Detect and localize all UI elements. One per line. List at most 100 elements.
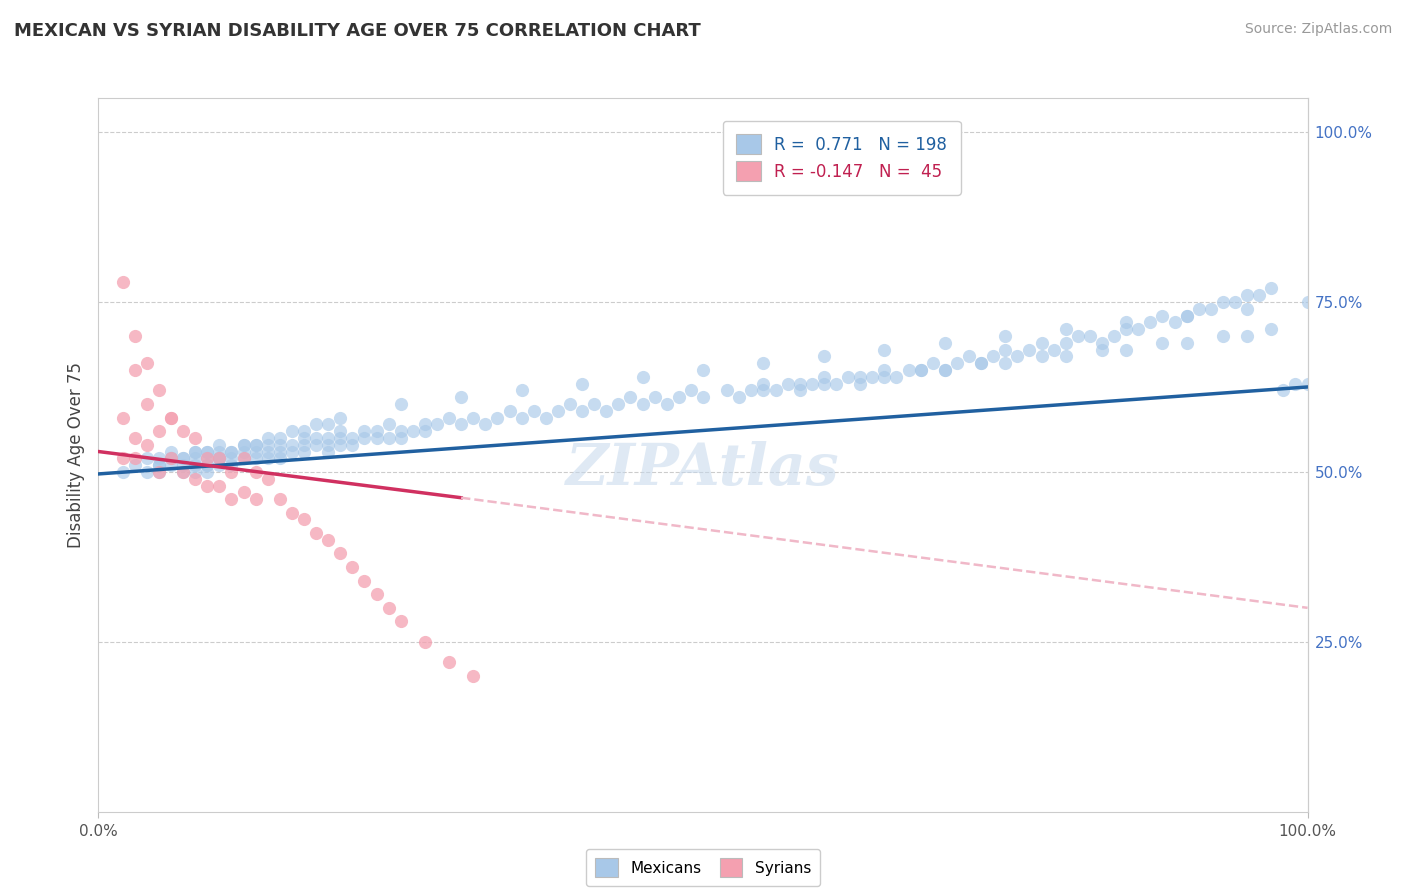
Point (934, 363, 956, 377)
Point (148, 458, 170, 472)
Point (160, 451, 183, 466)
Point (1296, 376, 1319, 391)
Point (595, 403, 617, 417)
Point (413, 417, 436, 432)
Point (547, 403, 569, 417)
Point (184, 458, 207, 472)
Point (752, 356, 775, 370)
Point (329, 424, 352, 438)
Point (316, 533, 339, 547)
Point (583, 397, 606, 411)
Point (148, 458, 170, 472)
Point (195, 444, 218, 458)
Point (413, 635, 436, 649)
Point (1054, 350, 1077, 364)
Point (523, 403, 546, 417)
Point (437, 655, 460, 669)
Point (1249, 288, 1271, 302)
Point (1199, 301, 1222, 316)
Point (813, 350, 835, 364)
Point (1188, 301, 1211, 316)
Point (558, 397, 581, 411)
Point (342, 438, 364, 452)
Point (245, 465, 267, 479)
Point (269, 438, 291, 452)
Point (607, 397, 630, 411)
Point (631, 397, 654, 411)
Point (245, 451, 267, 466)
Point (1115, 322, 1137, 336)
Point (813, 369, 835, 384)
Point (631, 369, 654, 384)
Point (195, 478, 218, 492)
Point (184, 465, 207, 479)
Point (510, 410, 533, 425)
Point (934, 363, 956, 377)
Point (886, 369, 908, 384)
Point (208, 478, 231, 492)
Point (305, 417, 328, 432)
Point (1139, 315, 1161, 329)
Point (208, 458, 231, 472)
Point (860, 369, 883, 384)
Point (716, 384, 738, 398)
Point (994, 343, 1017, 357)
Point (172, 424, 194, 438)
Point (1091, 343, 1114, 357)
Text: ZIPAtlas: ZIPAtlas (567, 441, 839, 498)
Point (232, 485, 254, 500)
Point (789, 384, 811, 398)
Point (148, 465, 170, 479)
Point (571, 376, 593, 391)
Point (256, 444, 278, 458)
Point (534, 410, 557, 425)
Point (825, 376, 848, 391)
Point (1007, 350, 1029, 364)
Point (160, 410, 183, 425)
Point (208, 444, 231, 458)
Point (366, 424, 388, 438)
Point (813, 376, 835, 391)
Point (389, 431, 412, 445)
Point (184, 444, 207, 458)
Point (800, 376, 823, 391)
Point (269, 492, 291, 507)
Point (316, 417, 339, 432)
Point (1175, 309, 1198, 323)
Point (124, 458, 146, 472)
Point (195, 465, 218, 479)
Point (269, 451, 291, 466)
Point (740, 384, 762, 398)
Point (329, 410, 352, 425)
Point (1236, 301, 1258, 316)
Point (221, 458, 243, 472)
Point (172, 451, 194, 466)
Point (305, 526, 328, 541)
Point (148, 384, 170, 398)
Point (1212, 295, 1234, 310)
Point (148, 465, 170, 479)
Point (849, 376, 872, 391)
Point (232, 438, 254, 452)
Point (195, 458, 218, 472)
Point (1223, 295, 1246, 310)
Point (232, 438, 254, 452)
Point (377, 417, 399, 432)
Point (124, 363, 146, 377)
Point (571, 403, 593, 417)
Point (413, 424, 436, 438)
Point (316, 438, 339, 452)
Point (232, 451, 254, 466)
Point (1175, 335, 1198, 350)
Point (195, 444, 218, 458)
Point (1102, 329, 1125, 343)
Point (195, 458, 218, 472)
Point (789, 376, 811, 391)
Point (910, 363, 932, 377)
Point (135, 451, 157, 466)
Point (305, 431, 328, 445)
Point (957, 350, 980, 364)
Point (256, 431, 278, 445)
Point (160, 410, 183, 425)
Point (994, 356, 1017, 370)
